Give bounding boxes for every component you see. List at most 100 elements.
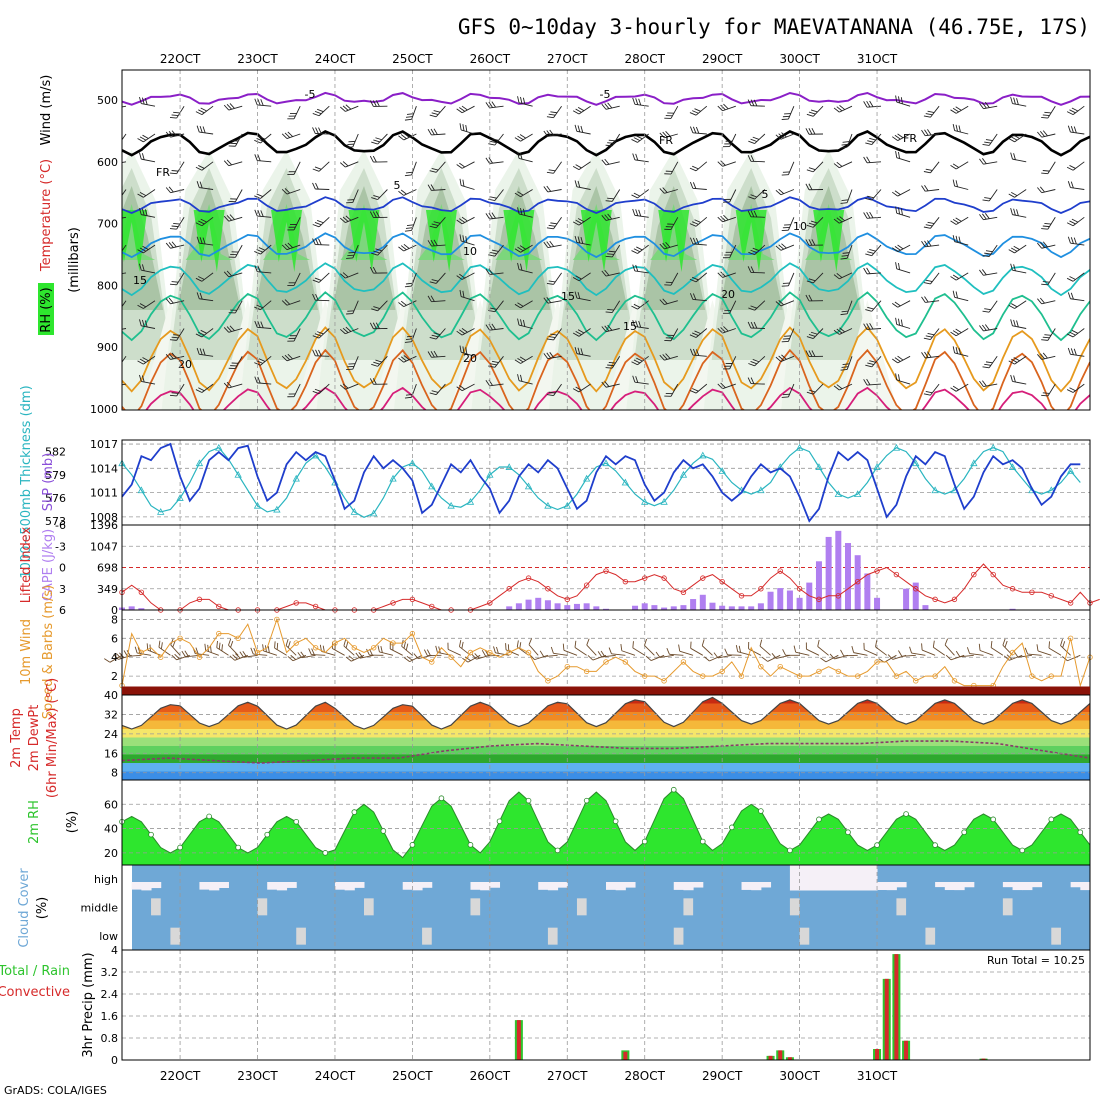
wind-barb-flag — [288, 393, 296, 395]
wind-barb-flag — [1041, 283, 1048, 286]
wind-barb — [895, 262, 911, 274]
wind-barb-staff — [601, 654, 616, 658]
cape-bar — [593, 606, 600, 610]
wind-barb — [122, 161, 127, 165]
wind-barb-flag — [1071, 218, 1079, 223]
date-label-bottom: 30OCT — [779, 1069, 820, 1083]
wind-barb — [456, 216, 475, 225]
wind-barb-flag — [520, 374, 523, 382]
wind-barb-flag — [142, 134, 149, 139]
wind-barb-flag — [1042, 130, 1048, 137]
wind-barb — [254, 355, 272, 366]
wind-speed-point — [525, 649, 532, 656]
wind-barb-staff — [692, 187, 707, 190]
wind-barb-flag — [519, 134, 526, 139]
wind-barb-flag — [690, 641, 692, 649]
wind-barb-staff — [343, 645, 355, 656]
wind-barb — [747, 321, 765, 329]
wind-speed-point — [312, 645, 319, 651]
wind-barb — [539, 650, 558, 657]
wind-barb — [281, 353, 301, 362]
wind-barb — [398, 132, 417, 141]
wind-barb-staff — [553, 652, 568, 656]
wind-barb-flag — [784, 335, 791, 337]
wind-barb — [517, 151, 533, 163]
wind-barb-staff — [1012, 325, 1027, 329]
wind-barb — [666, 647, 684, 656]
wind-barb-flag — [139, 374, 142, 382]
wind-barb-flag — [782, 282, 790, 284]
wind-barb-staff — [435, 105, 446, 118]
wind-barb — [631, 355, 649, 366]
isotherm-label: 20 — [178, 358, 192, 371]
wind-barb — [982, 244, 998, 258]
wind-barb-staff — [795, 651, 810, 656]
wind-barb-flag — [158, 640, 161, 648]
wind-barb — [1037, 352, 1056, 360]
wind-barb-flag — [982, 102, 987, 109]
wind-barb-staff — [205, 650, 219, 656]
wind-barb-flag — [636, 135, 643, 140]
wind-speed-point — [913, 678, 919, 684]
wind-barb-flag — [829, 653, 835, 660]
wind-barb — [274, 641, 287, 656]
thickness-point — [815, 463, 823, 470]
wind-barb-flag — [287, 242, 293, 249]
wind-barb-staff — [293, 272, 301, 286]
wind-barb-flag — [722, 312, 730, 314]
wind-barb-flag — [144, 209, 148, 216]
wind-barb — [945, 654, 965, 661]
wind-barb-flag — [664, 117, 672, 119]
lifted-index-point — [1048, 593, 1054, 599]
wind-barb-staff — [1070, 131, 1085, 135]
wind-barb-flag — [701, 639, 705, 646]
wind-barb-flag — [228, 256, 236, 258]
rh-point — [845, 829, 851, 836]
wind-barb-flag — [520, 96, 523, 104]
wind-barb-flag — [577, 292, 581, 299]
wind-barb-flag — [1069, 165, 1076, 169]
thickness-point — [641, 497, 649, 505]
wind-barb-staff — [352, 244, 359, 259]
wind-barb-flag — [485, 324, 490, 331]
wind-barb-flag — [1011, 247, 1018, 252]
wind-barb-flag — [543, 186, 549, 193]
wind-barb-flag — [165, 131, 171, 138]
wind-barb-flag — [605, 144, 613, 147]
wind-barb — [840, 356, 853, 371]
wind-barb-flag — [1069, 331, 1076, 336]
wind-barb-flag — [171, 130, 177, 137]
wind-barb-flag — [169, 339, 177, 341]
wind-barb — [505, 643, 520, 656]
wind-barb-flag — [1073, 348, 1077, 356]
wind-barb-flag — [1008, 360, 1015, 365]
thickness-point — [912, 459, 920, 467]
wind-barb-flag — [898, 262, 901, 270]
wind-barb-flag — [724, 365, 731, 367]
wind-barb-staff — [754, 300, 766, 311]
date-label-bottom: 28OCT — [625, 1069, 666, 1083]
cloud-low-gap — [1051, 927, 1061, 945]
rh-legend-swatch — [38, 283, 54, 335]
wind-barb-staff — [897, 189, 911, 197]
cape-bar — [767, 591, 774, 610]
wind-barb-staff — [199, 298, 214, 302]
lifted-index-point — [854, 578, 861, 585]
wind-barb-flag — [228, 638, 232, 646]
wind-barb-flag — [405, 116, 413, 118]
wind-barb-flag — [1042, 114, 1050, 116]
wind-barb-flag — [805, 350, 810, 357]
wind-label-b: Speed & Barbs (m/s) — [41, 585, 56, 720]
wind-barb — [863, 156, 882, 164]
cape-bar — [699, 594, 706, 610]
rh-shade — [495, 204, 543, 260]
wind-barb-flag — [171, 352, 177, 359]
wind-barb-staff — [780, 189, 795, 196]
wind-barb-flag — [431, 390, 439, 393]
wind-barb — [485, 101, 504, 109]
cloud-clear-high — [334, 882, 346, 890]
wind-barb-flag — [218, 642, 221, 650]
wind-barb-staff — [897, 300, 911, 308]
wind-barb-flag — [869, 360, 876, 363]
date-label-top: 22OCT — [160, 52, 201, 66]
